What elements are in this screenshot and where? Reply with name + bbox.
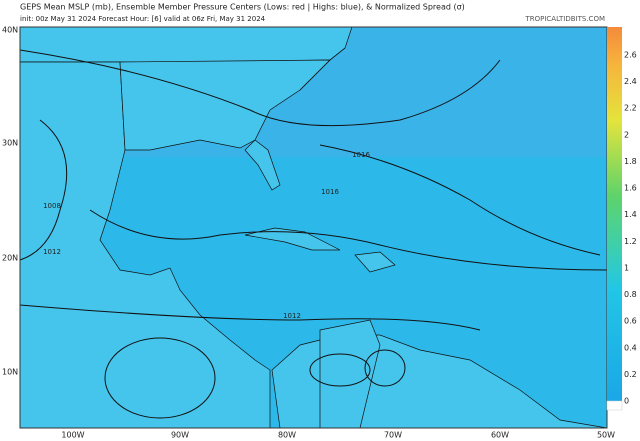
credit: TROPICALTIDBITS.COM — [524, 15, 605, 23]
lon-label: 90W — [171, 431, 189, 440]
map-area — [19, 26, 608, 429]
colorbar-label: 2.4 — [624, 77, 637, 86]
colorbar-label: 2.6 — [624, 51, 637, 60]
colorbar-label: 2.2 — [624, 104, 637, 113]
lat-label: 10N — [2, 368, 18, 377]
lon-label: 80W — [278, 431, 296, 440]
colorbar-label: 1.8 — [624, 157, 637, 166]
lon-label: 100W — [61, 431, 84, 440]
lon-label: 70W — [384, 431, 402, 440]
subtitle: init: 00z May 31 2024 Forecast Hour: [6]… — [20, 15, 266, 23]
colorbar-label: 0 — [624, 397, 629, 406]
colorbar-label: 0.8 — [624, 290, 637, 299]
colorbar-label: 0.6 — [624, 317, 637, 326]
contour-label: 1008 — [43, 202, 61, 210]
contour-label: 1016 — [352, 151, 370, 159]
colorbar-label: 1.2 — [624, 237, 637, 246]
colorbar-label: 0.2 — [624, 370, 637, 379]
colorbar-label: 1.4 — [624, 210, 637, 219]
contour-label: 1016 — [321, 188, 339, 196]
colorbar-label: 0.4 — [624, 343, 637, 352]
lat-label: 20N — [2, 254, 18, 263]
colorbar-label: 2 — [624, 130, 629, 139]
lat-label: 30N — [2, 139, 18, 148]
colorbar — [607, 27, 622, 401]
lon-label: 60W — [491, 431, 509, 440]
lat-label: 40N — [2, 26, 18, 35]
contour-label: 1012 — [43, 248, 61, 256]
colorbar-label: 1 — [624, 263, 629, 272]
contour-label: 1012 — [283, 312, 301, 320]
lon-label: 50W — [597, 431, 615, 440]
colorbar-label: 1.6 — [624, 184, 637, 193]
title: GEPS Mean MSLP (mb), Ensemble Member Pre… — [20, 3, 465, 12]
